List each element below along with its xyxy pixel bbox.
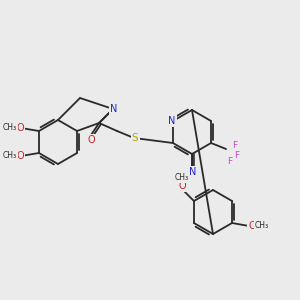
- Text: N: N: [189, 167, 197, 177]
- Text: O: O: [87, 135, 95, 145]
- Text: CH₃: CH₃: [3, 152, 17, 160]
- Text: CH₃: CH₃: [3, 124, 17, 133]
- Text: F: F: [235, 151, 240, 160]
- Text: F: F: [232, 142, 238, 151]
- Text: O: O: [16, 123, 24, 133]
- Text: F: F: [227, 157, 232, 166]
- Text: CH₃: CH₃: [255, 221, 269, 230]
- Text: N: N: [110, 104, 118, 114]
- Text: S: S: [132, 133, 138, 143]
- Text: CH₃: CH₃: [175, 172, 189, 182]
- Text: O: O: [248, 221, 256, 231]
- Text: O: O: [178, 181, 186, 191]
- Text: O: O: [16, 151, 24, 161]
- Text: N: N: [168, 116, 175, 126]
